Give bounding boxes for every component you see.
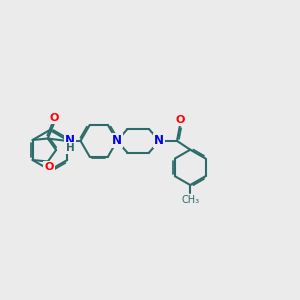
Text: O: O	[175, 115, 184, 125]
Text: N: N	[112, 134, 122, 147]
Text: O: O	[50, 112, 59, 123]
Text: O: O	[44, 162, 54, 172]
Text: H: H	[66, 143, 75, 153]
Text: N: N	[65, 134, 75, 147]
Text: CH₃: CH₃	[181, 195, 199, 205]
Text: N: N	[154, 134, 164, 147]
